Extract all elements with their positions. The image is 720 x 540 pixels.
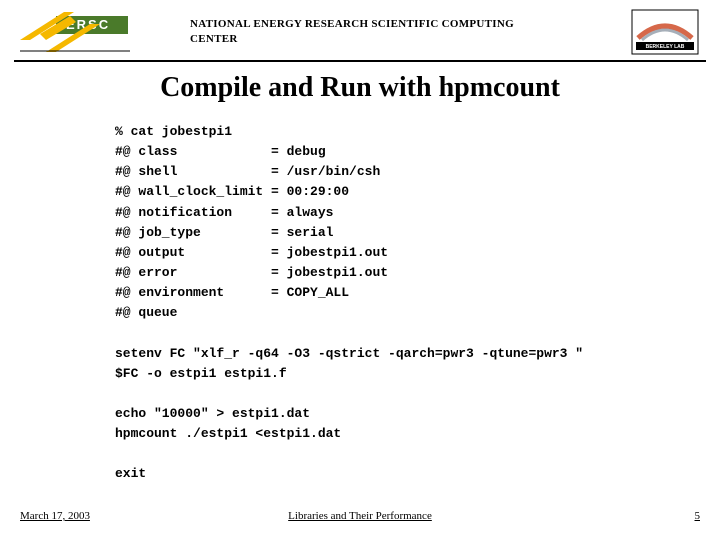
code-line: #@ job_type = serial [115,225,333,240]
code-line: #@ class = debug [115,144,326,159]
footer-title: Libraries and Their Performance [288,510,432,522]
code-line: hpmcount ./estpi1 <estpi1.dat [115,426,341,441]
code-line: $FC -o estpi1 estpi1.f [115,366,287,381]
org-line2: CENTER [190,33,238,45]
footer-page: 5 [695,510,701,522]
lab-text: BERKELEY LAB [646,44,685,50]
code-line: exit [115,466,146,481]
footer: March 17, 2003 Libraries and Their Perfo… [0,510,720,522]
code-line: setenv FC "xlf_r -q64 -O3 -qstrict -qarc… [115,346,583,361]
header-divider [14,60,706,62]
footer-date: March 17, 2003 [20,510,90,522]
code-line: % cat jobestpi1 [115,124,232,139]
code-line: #@ output = jobestpi1.out [115,245,388,260]
berkeley-lab-logo: BERKELEY LAB [630,8,700,56]
code-line: #@ queue [115,305,177,320]
code-line: #@ environment = COPY_ALL [115,285,349,300]
code-line: #@ wall_clock_limit = 00:29:00 [115,184,349,199]
code-line: echo "10000" > estpi1.dat [115,406,310,421]
code-block: % cat jobestpi1 #@ class = debug #@ shel… [115,122,720,485]
header: ERSC NATIONAL ENERGY RESEARCH SCIENTIFIC… [0,0,720,60]
org-line1: NATIONAL ENERGY RESEARCH SCIENTIFIC COMP… [190,18,514,30]
nersc-logo: ERSC [20,12,130,52]
header-org-title: NATIONAL ENERGY RESEARCH SCIENTIFIC COMP… [190,17,630,48]
slide-title: Compile and Run with hpmcount [0,72,720,104]
code-line: #@ notification = always [115,205,333,220]
code-line: #@ error = jobestpi1.out [115,265,388,280]
code-line: #@ shell = /usr/bin/csh [115,164,380,179]
